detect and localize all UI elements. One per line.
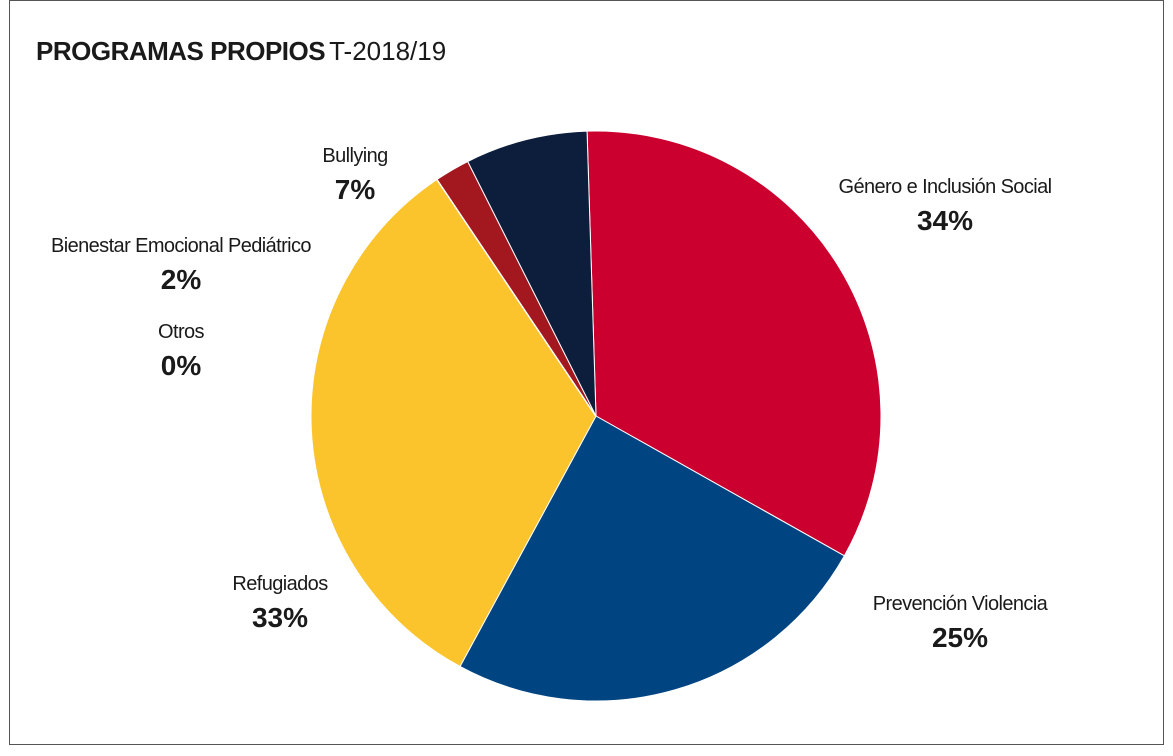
slice-label-bullying: Bullying [322, 145, 387, 167]
pie-slices [310, 130, 882, 702]
slice-value-bullying: 7% [335, 174, 376, 205]
slice-value-refugiados: 33% [252, 602, 308, 633]
chart-subtitle: T-2018/19 [329, 36, 447, 66]
pie-slice-genero-e-inclusion-social [586, 130, 882, 557]
slice-label-otros: Otros [158, 321, 204, 343]
slice-label-bienestar-emocional-pediatrico: Bienestar Emocional Pediátrico [51, 235, 311, 257]
pie-slice-refugiados [310, 178, 597, 668]
pie-slice-prevencion-violencia [459, 415, 846, 702]
slice-label-refugiados: Refugiados [232, 573, 328, 595]
slice-label-genero-e-inclusion-social: Género e Inclusión Social [839, 176, 1052, 198]
slice-value-prevencion-violencia: 25% [932, 622, 988, 653]
pie-slice-bullying [467, 130, 597, 417]
chart-title: PROGRAMAS PROPIOS T-2018/19 [36, 36, 446, 67]
slice-value-bienestar-emocional-pediatrico: 2% [161, 264, 202, 295]
slice-value-otros: 0% [161, 350, 202, 381]
chart-title-main: PROGRAMAS PROPIOS [36, 36, 326, 66]
slice-value-genero-e-inclusion-social: 34% [917, 205, 973, 236]
slice-label-prevencion-violencia: Prevención Violencia [873, 593, 1049, 615]
pie-labels: Género e Inclusión Social 34% Prevención V… [51, 145, 1052, 653]
